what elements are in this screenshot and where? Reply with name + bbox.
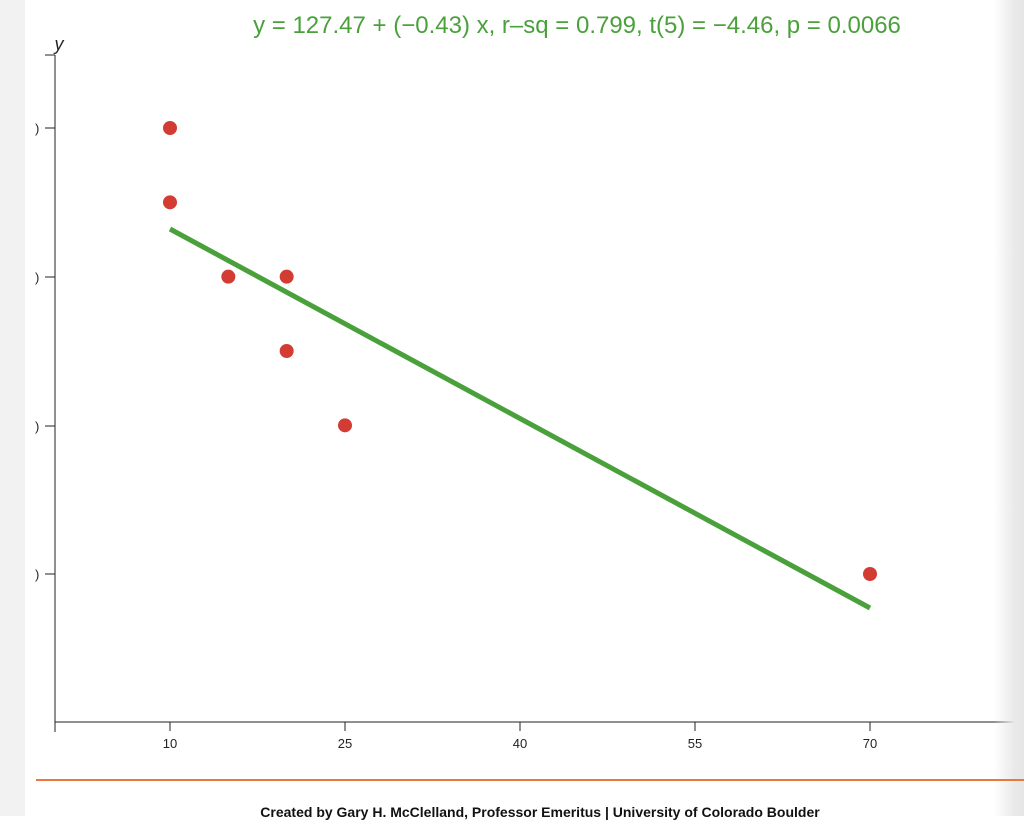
data-point bbox=[279, 344, 294, 358]
y-tick-label: ) bbox=[35, 419, 39, 434]
y-tick-label: ) bbox=[35, 270, 39, 285]
data-point bbox=[163, 195, 177, 210]
axes: 10 25 40 55 70)))) bbox=[35, 54, 1024, 751]
data-point bbox=[338, 418, 352, 433]
data-point bbox=[221, 269, 236, 284]
footer-credit: Created by Gary H. McClelland, Professor… bbox=[260, 804, 820, 820]
scrollbar-shadow bbox=[994, 0, 1024, 816]
x-tick-label: 40 bbox=[513, 736, 527, 751]
left-page-edge bbox=[0, 0, 25, 816]
x-tick-label: 70 bbox=[863, 736, 877, 751]
x-tick-label: 10 bbox=[163, 736, 177, 751]
y-tick-label: ) bbox=[35, 121, 39, 136]
data-point bbox=[863, 567, 877, 581]
data-point bbox=[163, 121, 177, 135]
fit-line-layer bbox=[168, 226, 872, 611]
y-tick-label: ) bbox=[35, 567, 39, 582]
data-point bbox=[279, 269, 294, 284]
y-axis-label: y bbox=[53, 34, 65, 54]
footer-divider bbox=[36, 779, 1024, 781]
regression-line bbox=[168, 226, 872, 611]
regression-equation: y = 127.47 + (−0.43) x, r–sq = 0.799, t(… bbox=[253, 12, 901, 39]
x-tick-label: 55 bbox=[688, 736, 702, 751]
x-tick-label: 25 bbox=[338, 736, 352, 751]
points-layer bbox=[163, 121, 877, 581]
